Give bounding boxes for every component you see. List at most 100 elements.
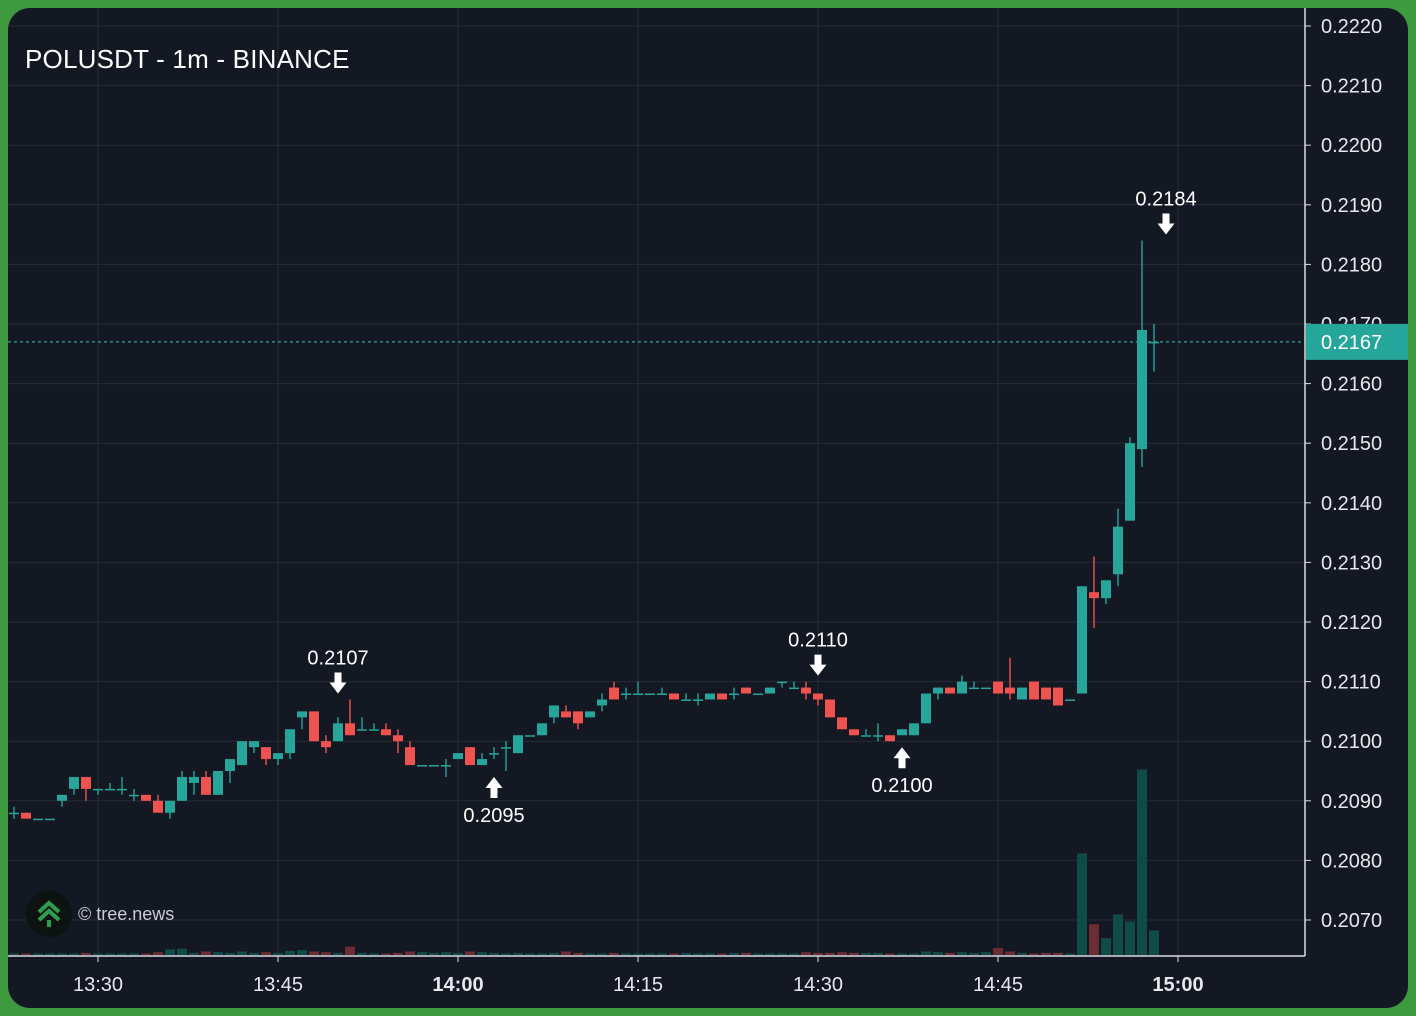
volume-bar	[981, 952, 991, 955]
volume-bar	[117, 953, 127, 955]
volume-bar	[717, 953, 727, 955]
candlestick-chart[interactable]: 0.22200.22100.22000.21900.21800.21700.21…	[8, 8, 1408, 1008]
volume-bar	[441, 952, 451, 955]
volume-bar	[393, 952, 403, 955]
volume-bar	[825, 952, 835, 955]
candle-body	[1101, 580, 1111, 599]
candle-body	[525, 735, 535, 737]
time-tick-label: 15:00	[1152, 974, 1203, 996]
candle	[657, 687, 667, 696]
volume-bar	[261, 952, 271, 955]
candle	[153, 794, 163, 813]
volume-bar	[873, 952, 883, 955]
candle-body	[885, 735, 895, 742]
annotation-label: 0.2100	[871, 775, 932, 797]
candle	[237, 741, 247, 766]
candle-body	[201, 776, 211, 795]
candle-body	[357, 729, 367, 731]
candle	[345, 699, 355, 736]
candle	[825, 699, 835, 718]
candle-body	[1089, 592, 1099, 599]
candle	[1041, 687, 1051, 700]
volume-bar	[225, 952, 235, 955]
candle	[729, 687, 739, 700]
candle-body	[465, 747, 475, 766]
candle	[1053, 687, 1063, 706]
volume-bar	[489, 952, 499, 955]
candle	[1149, 324, 1159, 372]
candle	[645, 693, 655, 696]
candle	[57, 794, 67, 807]
candle-body	[933, 687, 943, 694]
candle	[417, 765, 427, 767]
price-tick-label: 0.2070	[1321, 910, 1382, 932]
candle	[309, 711, 319, 742]
volume-bar	[501, 953, 511, 955]
arrow-up-icon	[485, 777, 503, 798]
candle-body	[573, 711, 583, 724]
candle-body	[693, 699, 703, 701]
candle	[33, 818, 43, 821]
volume-bar	[249, 952, 259, 955]
annotation-high: 0.2110	[788, 630, 848, 676]
volume-bar	[789, 953, 799, 955]
candle	[861, 729, 871, 737]
candle	[969, 681, 979, 690]
candle-body	[825, 699, 835, 718]
candle	[753, 693, 763, 696]
candle	[225, 759, 235, 783]
candle-body	[837, 717, 847, 730]
candle-body	[789, 687, 799, 690]
candle-body	[969, 687, 979, 690]
candle-body	[57, 794, 67, 801]
candle-body	[273, 753, 283, 760]
candle	[429, 765, 439, 767]
volume-bar	[1053, 952, 1063, 955]
candle	[69, 776, 79, 795]
volume-bar	[9, 953, 19, 955]
candle-body	[153, 800, 163, 813]
volume-bar	[105, 953, 115, 955]
watermark: © tree.news	[26, 890, 174, 938]
candle	[873, 723, 883, 742]
candle-body	[21, 812, 31, 819]
candle-body	[501, 747, 511, 749]
volume-bar	[1101, 938, 1111, 955]
time-tick-label: 13:45	[253, 974, 303, 996]
volume-bar	[417, 952, 427, 955]
candle	[573, 711, 583, 730]
candle-body	[141, 794, 151, 801]
price-tick-label: 0.2130	[1321, 552, 1382, 574]
volume-bar	[33, 953, 43, 955]
volume-bar	[897, 953, 907, 955]
candle	[93, 788, 103, 795]
candle-body	[657, 693, 667, 696]
candle	[993, 681, 1003, 694]
volume-bar	[1041, 952, 1051, 955]
candle-body	[705, 693, 715, 700]
candle	[681, 693, 691, 701]
volume-bar	[1137, 769, 1147, 955]
candle	[525, 735, 535, 737]
candle	[705, 693, 715, 700]
candle	[549, 705, 559, 724]
candle-body	[285, 729, 295, 754]
annotation-high: 0.2107	[307, 647, 369, 694]
candle	[909, 723, 919, 736]
volume-bar	[861, 952, 871, 955]
volume-bar	[1017, 952, 1027, 955]
arrow-down-icon	[809, 654, 827, 676]
volume-bar	[705, 953, 715, 955]
candle-body	[777, 681, 787, 684]
candle-body	[1113, 526, 1123, 575]
price-tick-label: 0.2160	[1321, 374, 1382, 396]
candle-body	[189, 776, 199, 783]
candle	[489, 747, 499, 760]
volume-bar	[729, 952, 739, 955]
price-tick-label: 0.2190	[1321, 195, 1382, 217]
volume-bar	[405, 951, 415, 955]
candle-body	[237, 741, 247, 766]
candle-body	[861, 735, 871, 737]
candle	[597, 693, 607, 712]
price-tick-label: 0.2220	[1321, 16, 1382, 38]
